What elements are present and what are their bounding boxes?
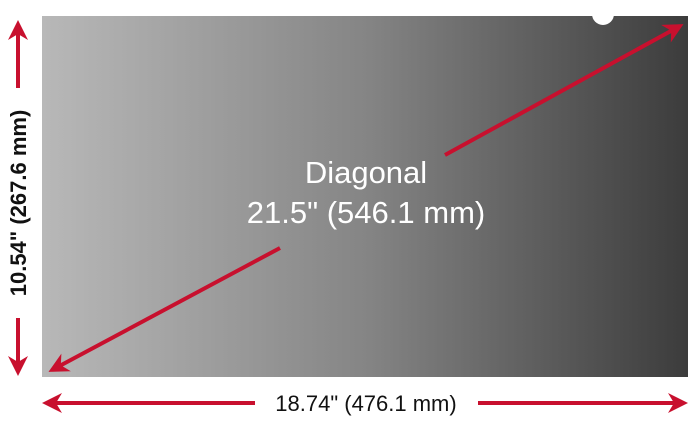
camera-notch — [592, 3, 614, 25]
diagonal-arrow — [48, 24, 684, 372]
width-label: 18.74" (476.1 mm) — [275, 391, 456, 416]
diagonal-value: 21.5" (546.1 mm) — [247, 195, 485, 230]
height-label: 10.54" (267.6 mm) — [6, 110, 31, 297]
diagonal-title: Diagonal — [305, 155, 427, 190]
